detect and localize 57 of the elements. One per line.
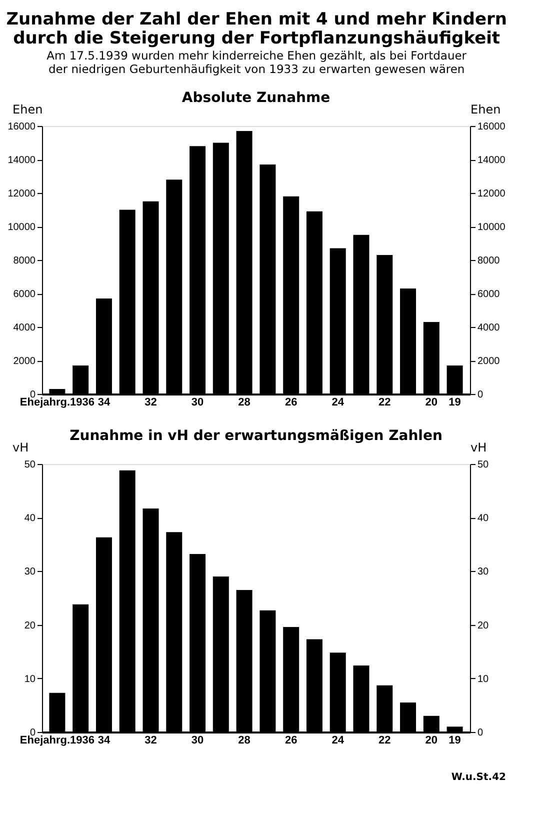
x-tick-label: 32 [144, 734, 157, 746]
text: der niedrigen Geburtenhäufigkeit von 1933 zu erwarten gewesen wären [48, 62, 465, 76]
x-tick-label: 34 [98, 734, 111, 746]
y2-tick-label: 0 [478, 728, 484, 738]
y2-axis-title: Ehen [470, 102, 501, 116]
x-tick-label: 28 [238, 396, 250, 408]
y2-tick-label: 6000 [478, 289, 500, 300]
y2-tick-label: 4000 [478, 322, 500, 334]
y2-tick-label: 16000 [478, 122, 506, 132]
y2-tick-label: 10 [478, 674, 490, 685]
x-tick-label: 30 [191, 396, 204, 408]
x-tick-label: 20 [425, 734, 438, 746]
y-tick-label: 2000 [13, 356, 36, 367]
x-tick-label: 26 [284, 734, 298, 746]
x-tick-label: 32 [144, 396, 157, 408]
x-axis-title: Absolute Zunahme [182, 90, 330, 106]
y-axis-title: Ehen [12, 102, 43, 116]
y-tick-label: 10000 [8, 222, 36, 233]
y-tick-label: 16000 [8, 122, 36, 132]
x-tick-label: 19 [448, 734, 461, 746]
text: W.u.St.42 [451, 772, 506, 783]
text: durch die Steigerung der Fortpflanzungshäufigkeit [13, 28, 500, 48]
y2-axis-title: vH [470, 440, 487, 454]
x-tick-label: 26 [284, 396, 298, 408]
x-tick-label: 24 [332, 396, 345, 408]
y2-tick-label: 30 [478, 566, 490, 578]
y-tick-label: 50 [24, 460, 36, 470]
y2-tick-label: 50 [478, 460, 490, 470]
x-tick-label: 30 [191, 734, 204, 746]
y2-tick-label: 20 [478, 620, 490, 632]
y-tick-label: 30 [24, 566, 36, 578]
y-tick-label: 40 [24, 513, 36, 524]
y-tick-label: 12000 [8, 188, 36, 200]
x-axis-title: Zunahme in vH der erwartungsmäßigen Zahlen [70, 428, 442, 444]
y-tick-label: 6000 [13, 289, 36, 300]
y-tick-label: 14000 [8, 155, 36, 166]
y-tick-label: 20 [24, 620, 36, 632]
y2-tick-label: 40 [478, 513, 490, 524]
y2-tick-label: 0 [478, 390, 484, 400]
x-tick-label: 24 [332, 734, 345, 746]
x-tick-label: 28 [238, 734, 250, 746]
y-tick-label: 10 [24, 674, 36, 685]
x-tick-label: 34 [98, 396, 111, 408]
x-tick-label: 22 [378, 734, 391, 746]
text: Am 17.5.1939 wurden mehr kinderreiche Ehen gezählt, als bei Fortdauer [46, 48, 467, 62]
y2-tick-label: 8000 [478, 256, 500, 266]
y-axis-title: vH [12, 440, 29, 454]
y2-tick-label: 2000 [478, 356, 500, 367]
y-tick-label: 8000 [13, 256, 36, 266]
x-tick-label: 22 [378, 396, 391, 408]
y2-tick-label: 12000 [478, 188, 506, 200]
x-tick-label: 20 [425, 396, 438, 408]
x-tick-label: 19 [448, 396, 461, 408]
text: Zunahme der Zahl der Ehen mit 4 und mehr Kindern [6, 10, 507, 30]
y2-tick-label: 10000 [478, 222, 506, 233]
y-tick-label: 4000 [13, 322, 36, 334]
y2-tick-label: 14000 [478, 155, 506, 166]
